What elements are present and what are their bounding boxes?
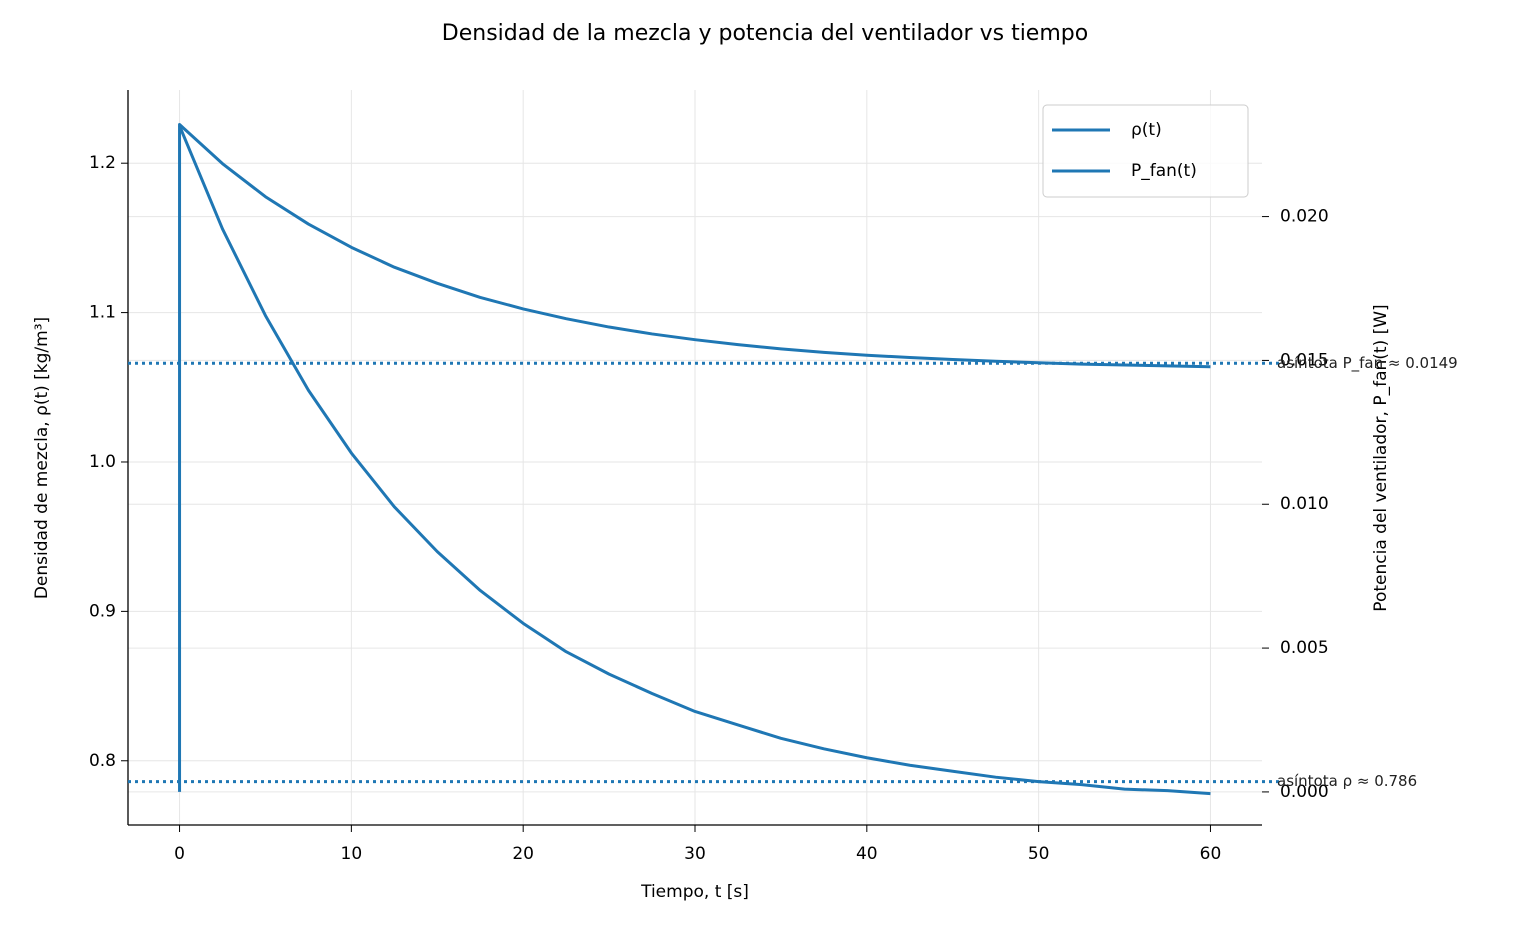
x-tick-label: 60	[1200, 844, 1222, 864]
x-tick-label: 10	[341, 844, 363, 864]
y-tick-label: 1.0	[89, 452, 116, 472]
x-axis-label: Tiempo, t [s]	[640, 882, 749, 902]
y-tick-label: 1.1	[89, 303, 116, 323]
annotation: asíntota P_fan ≈ 0.0149	[1277, 354, 1458, 373]
y-tick-label: 1.2	[89, 153, 116, 173]
x-tick-label: 40	[856, 844, 878, 864]
y-axis-label: Densidad de mezcla, ρ(t) [kg/m³]	[32, 317, 52, 599]
x-tick-label: 30	[684, 844, 706, 864]
x-tick-label: 20	[512, 844, 534, 864]
legend-label: ρ(t)	[1131, 120, 1162, 140]
x-tick-label: 50	[1028, 844, 1050, 864]
chart-title: Densidad de la mezcla y potencia del ven…	[442, 21, 1088, 46]
y-tick-label: 0.9	[89, 601, 116, 621]
y-tick-label: 0.8	[89, 751, 116, 771]
y2-tick-label: 0.015	[1280, 350, 1329, 370]
y2-tick-label: 0.020	[1280, 207, 1329, 227]
legend-label: P_fan(t)	[1131, 161, 1197, 181]
y2-tick-label: 0.000	[1280, 782, 1329, 802]
y2-tick-label: 0.010	[1280, 494, 1329, 514]
y2-tick-label: 0.005	[1280, 638, 1329, 658]
y2-axis-label: Potencia del ventilador, P_fan(t) [W]	[1371, 304, 1391, 611]
legend-box	[1042, 104, 1249, 198]
x-tick-label: 0	[174, 844, 185, 864]
annotation: asíntota ρ ≈ 0.786	[1277, 772, 1417, 790]
